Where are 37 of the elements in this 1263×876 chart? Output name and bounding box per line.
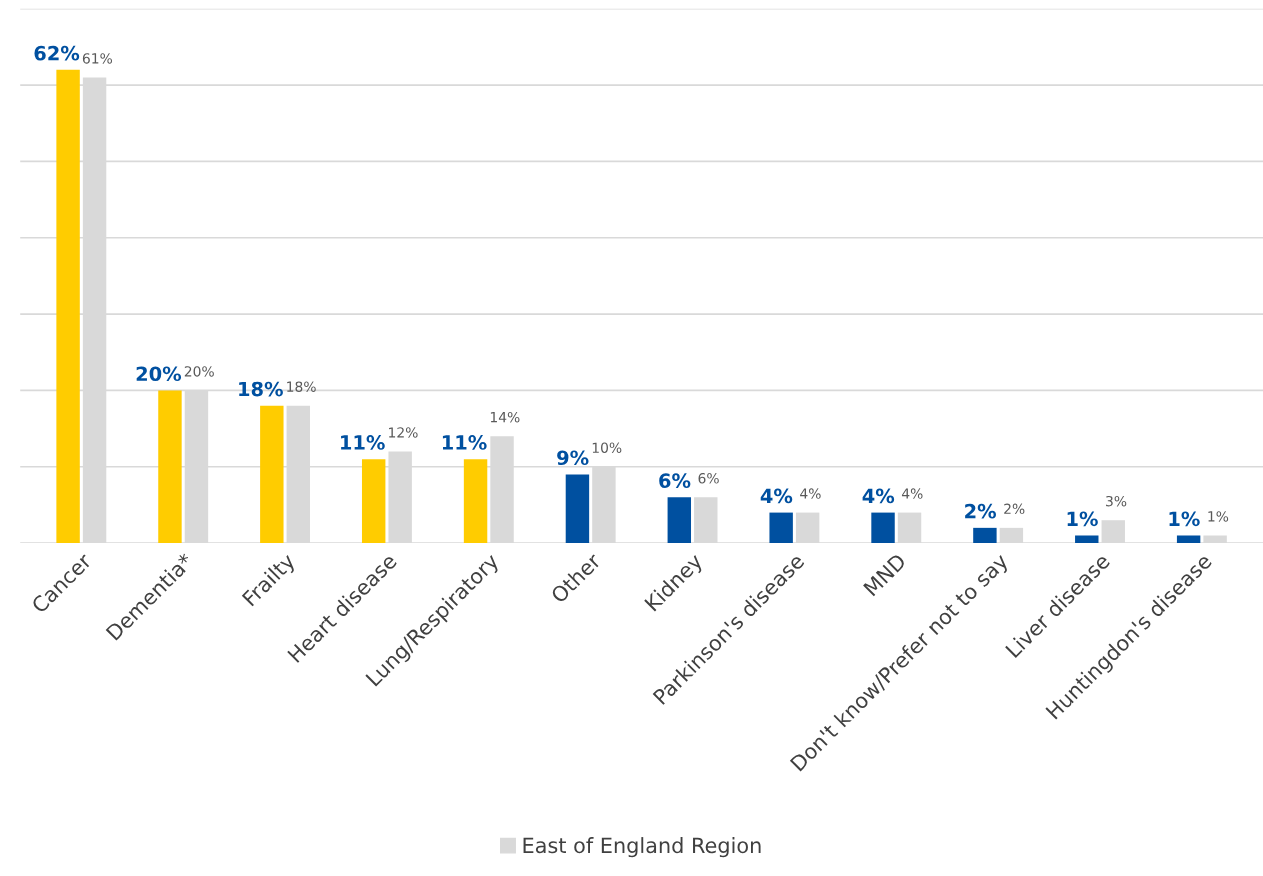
data-label: 11% (341, 435, 385, 450)
data-label: 61% (82, 53, 113, 64)
bar (667, 497, 692, 544)
data-label: 18% (239, 381, 283, 397)
data-label: 14% (490, 411, 520, 423)
bar (56, 69, 80, 544)
data-label: 11% (442, 435, 487, 450)
bar (1075, 535, 1099, 544)
data-label: 1% (1067, 511, 1098, 527)
bar (973, 527, 997, 544)
data-label: 1% (1169, 511, 1200, 527)
bar (260, 405, 284, 544)
data-label: 18% (287, 381, 316, 392)
legend-label: East of England Region (523, 837, 761, 858)
data-label: 20% (136, 366, 182, 382)
bar (769, 512, 793, 544)
bar (871, 512, 895, 544)
data-label: 9% (557, 450, 589, 466)
bar (1176, 535, 1201, 544)
data-label: 2% (1004, 503, 1025, 515)
data-label: 12% (389, 427, 418, 438)
data-label: 6% (698, 473, 719, 484)
data-label: 4% (760, 488, 793, 504)
bar (158, 390, 182, 544)
data-label: 62% (34, 45, 80, 61)
data-label: 4% (862, 488, 895, 504)
bar (565, 474, 590, 544)
data-label: 10% (592, 442, 622, 453)
data-label: 4% (901, 488, 923, 499)
data-label: 2% (965, 503, 996, 519)
data-label: 6% (659, 473, 691, 488)
bar (361, 459, 386, 544)
data-label: 1% (1208, 511, 1229, 522)
data-label: 3% (1106, 495, 1127, 507)
data-label: 20% (184, 366, 214, 377)
data-label: 4% (800, 488, 821, 499)
bar (463, 459, 488, 544)
